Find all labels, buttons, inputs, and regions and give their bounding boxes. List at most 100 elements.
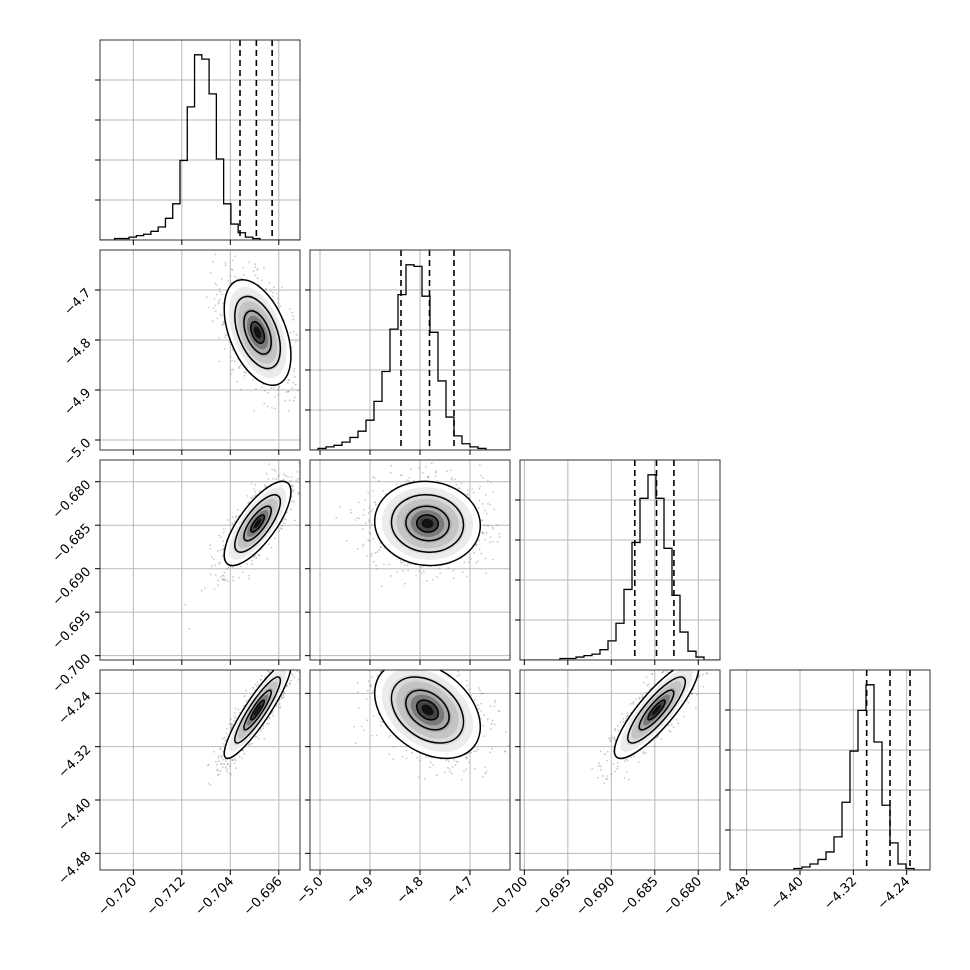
sample-point (426, 579, 428, 582)
sample-point (254, 736, 257, 738)
sample-point (288, 399, 291, 402)
sample-point (275, 704, 278, 707)
sample-point (242, 274, 245, 276)
sample-point (289, 308, 291, 310)
sample-point (387, 563, 390, 566)
sample-point (283, 473, 285, 476)
sample-point (301, 647, 303, 649)
sample-point (224, 264, 227, 267)
sample-point (357, 501, 360, 504)
sample-point (436, 479, 439, 482)
sample-point (478, 487, 481, 490)
sample-point (479, 485, 482, 488)
sample-point (259, 678, 262, 681)
sample-point (480, 552, 483, 555)
sample-point (229, 373, 232, 376)
sample-point (260, 675, 263, 677)
sample-point (293, 368, 296, 370)
sample-point (236, 380, 239, 383)
sample-point (281, 667, 283, 669)
sample-point (223, 321, 225, 323)
sample-point (380, 546, 382, 549)
sample-point (221, 763, 223, 765)
sample-point (482, 692, 484, 694)
sample-point (210, 565, 213, 568)
sample-point (373, 501, 376, 504)
sample-point (220, 576, 222, 579)
sample-point (350, 511, 352, 514)
sample-point (273, 537, 276, 540)
sample-point (264, 484, 266, 487)
sample-point (277, 388, 280, 391)
panel-frame (99, 249, 301, 451)
sample-point (297, 645, 299, 647)
sample-point (273, 286, 275, 289)
sample-point (435, 576, 438, 578)
sample-point (287, 390, 289, 393)
histogram-step-1 (310, 264, 510, 450)
sample-point (230, 758, 233, 761)
sample-point (390, 464, 393, 467)
contour-line-3 (415, 514, 440, 533)
sample-point (496, 540, 499, 543)
sample-point (254, 274, 257, 277)
sample-point (215, 284, 218, 286)
sample-point (278, 703, 281, 705)
sample-point (423, 650, 425, 652)
sample-point (369, 532, 372, 535)
sample-point (383, 547, 386, 550)
sample-point (254, 266, 256, 268)
sample-point (245, 689, 247, 692)
sample-point (477, 704, 480, 707)
sample-point (367, 512, 370, 514)
sample-point (485, 770, 488, 773)
sample-point (434, 475, 437, 478)
sample-point (275, 667, 277, 669)
sample-point (301, 651, 303, 653)
sample-point (260, 279, 263, 282)
sample-point (252, 379, 255, 382)
sample-point (450, 478, 453, 481)
sample-point (396, 571, 398, 573)
sample-point (294, 519, 296, 522)
sample-point (222, 544, 225, 547)
sample-point (452, 577, 455, 580)
sample-point (296, 640, 298, 642)
sample-point (289, 331, 292, 334)
sample-point (268, 543, 270, 545)
sample-point (293, 501, 295, 503)
sample-point (220, 278, 223, 280)
sample-point (239, 565, 242, 568)
sample-point (219, 748, 222, 751)
sample-point (209, 573, 212, 576)
panel-content (207, 640, 303, 786)
sample-point (291, 485, 294, 488)
sample-point (408, 476, 411, 479)
sample-point (424, 465, 427, 468)
sample-point (268, 717, 271, 720)
sample-point (293, 375, 296, 378)
contour-line-1 (234, 494, 282, 553)
sample-point (356, 547, 359, 550)
sample-point (217, 584, 219, 587)
sample-point (245, 372, 247, 374)
sample-point (247, 744, 250, 746)
sample-point (214, 282, 217, 285)
sample-point (374, 551, 377, 554)
histogram-panel-2 (515, 459, 721, 665)
sample-point (354, 519, 357, 521)
sample-point (273, 387, 275, 389)
sample-point (206, 296, 208, 298)
sample-point (217, 579, 219, 581)
sample-point (226, 568, 228, 571)
scatter-panel-0-3 (95, 640, 303, 875)
panel-frame (729, 669, 931, 871)
sample-point (291, 484, 293, 487)
sample-point (451, 766, 454, 768)
sample-point (263, 266, 265, 269)
sample-point (291, 387, 294, 389)
sample-point (221, 754, 224, 757)
contour-line-2 (243, 689, 272, 731)
sample-point (277, 474, 280, 476)
contour-line-3 (250, 514, 266, 533)
